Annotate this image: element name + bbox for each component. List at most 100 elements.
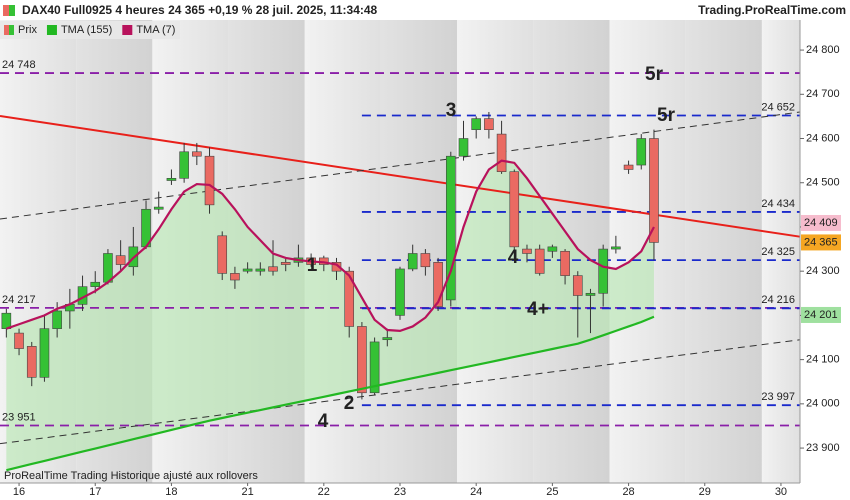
time-axis xyxy=(0,483,850,500)
legend-label: Prix xyxy=(18,24,37,36)
candle-body xyxy=(166,178,177,181)
wave-label: 4 xyxy=(508,247,519,268)
ma-line xyxy=(5,159,655,332)
footer: ProRealTime Trading Historique ajusté au… xyxy=(4,470,258,482)
y-tick-label: 24 100 xyxy=(806,354,840,366)
candle-body xyxy=(623,164,634,170)
candle-body xyxy=(242,268,253,272)
candle-body xyxy=(420,253,431,268)
candle-body xyxy=(484,118,494,130)
x-tick-label: 29 xyxy=(699,486,711,498)
y-tick-label: 24 700 xyxy=(806,88,840,100)
y-tick-label: 23 900 xyxy=(806,442,840,454)
candle-body xyxy=(280,262,291,265)
candle-body xyxy=(331,262,342,272)
candle-body xyxy=(585,292,596,296)
level-label: 24 652 xyxy=(761,101,795,113)
y-tick-label: 24 300 xyxy=(806,265,840,277)
ma-fill xyxy=(6,160,654,471)
x-tick-label: 23 xyxy=(394,486,406,498)
candle-body xyxy=(509,171,520,248)
legend-label: TMA (7) xyxy=(136,24,175,36)
level-label: 24 434 xyxy=(761,198,795,210)
candle-body xyxy=(534,248,545,274)
x-tick-label: 17 xyxy=(89,486,101,498)
price-badge xyxy=(801,214,841,231)
legend-bg xyxy=(0,21,180,39)
candle-body xyxy=(471,118,481,130)
x-tick-label: 28 xyxy=(622,486,634,498)
level-label: 23 997 xyxy=(761,391,795,403)
wave-label: 4 xyxy=(318,411,329,432)
price-badge-label: 24 201 xyxy=(804,309,838,321)
candle-body xyxy=(115,255,126,265)
candle-body xyxy=(369,341,380,394)
candle-body xyxy=(255,268,266,272)
legend-swatch xyxy=(46,25,57,35)
x-tick-label: 16 xyxy=(13,486,25,498)
wave-label: 5r xyxy=(657,105,676,126)
legend-label: TMA (155) xyxy=(61,24,112,36)
level-label: 23 951 xyxy=(2,411,36,423)
candle-body xyxy=(344,270,355,327)
wave-label: 1 xyxy=(307,255,318,276)
y-tick-label: 24 600 xyxy=(806,132,840,144)
candle-body xyxy=(90,281,101,287)
wave-label: 4+ xyxy=(527,299,549,320)
x-tick-label: 18 xyxy=(165,486,177,498)
source: Trading.ProRealTime.com xyxy=(698,3,846,17)
price-axis xyxy=(800,20,850,483)
candle-body xyxy=(636,138,647,166)
candle-body xyxy=(357,326,367,394)
x-tick-label: 22 xyxy=(318,486,330,498)
legend-swatch xyxy=(122,25,133,35)
chart-title: DAX40 Full0925 4 heures 24 365 +0,19 % 2… xyxy=(22,3,378,17)
trendline xyxy=(0,114,801,238)
level-label: 24 325 xyxy=(761,246,795,258)
candle-body xyxy=(598,248,608,294)
x-tick-label: 24 xyxy=(470,486,482,498)
candle-body xyxy=(268,266,278,272)
candle-body xyxy=(382,337,393,341)
candle-body xyxy=(560,250,570,276)
candle-body xyxy=(445,155,456,301)
day-band xyxy=(685,20,762,483)
level-label: 24 217 xyxy=(2,294,36,306)
trendline xyxy=(0,339,801,445)
candle-body xyxy=(407,253,418,270)
x-tick-label: 25 xyxy=(546,486,558,498)
candle-body xyxy=(14,332,24,349)
legend-swatch xyxy=(9,25,14,35)
x-tick-label: 21 xyxy=(241,486,253,498)
candle-body xyxy=(611,246,621,250)
candle-body xyxy=(39,328,50,378)
candle-body xyxy=(192,151,202,157)
price-badge-label: 24 409 xyxy=(804,217,838,229)
candle-body xyxy=(649,138,659,243)
price-badge-label: 24 365 xyxy=(804,236,838,248)
candle-body xyxy=(230,273,240,281)
y-tick-label: 24 000 xyxy=(806,398,840,410)
candle-body xyxy=(52,310,62,329)
level-label: 24 216 xyxy=(761,294,795,306)
logo xyxy=(9,5,15,16)
wave-label: 2 xyxy=(344,393,355,414)
candle-body xyxy=(26,346,37,378)
legend-swatch xyxy=(4,25,9,35)
price-badge xyxy=(801,234,841,251)
day-band xyxy=(380,20,458,483)
candle-body xyxy=(547,246,558,252)
candle-body xyxy=(204,155,215,206)
candle-body xyxy=(572,275,583,296)
candle-body xyxy=(433,262,443,307)
candle-body xyxy=(153,206,164,210)
header-bar xyxy=(0,0,850,20)
candle-body xyxy=(217,235,228,274)
wave-label: 3 xyxy=(446,100,457,121)
ma-line xyxy=(6,315,655,472)
candle-body xyxy=(522,248,532,254)
candle-body xyxy=(395,268,405,316)
candle-body xyxy=(1,312,12,329)
